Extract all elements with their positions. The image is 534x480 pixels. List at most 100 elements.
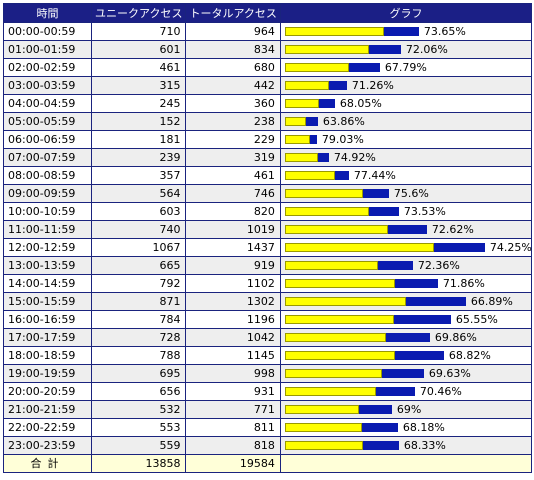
graph-cell: 70.46%: [279, 382, 533, 401]
header-total-access: トータルアクセス: [185, 3, 281, 23]
summary-unique: 13858: [90, 454, 187, 473]
unique-access-count: 871: [90, 292, 187, 311]
time-range: 21:00-21:59: [3, 400, 92, 419]
header-time: 時間: [3, 3, 92, 23]
percentage-label: 69.63%: [428, 367, 471, 380]
unique-access-bar: [284, 297, 406, 306]
unique-access-bar: [284, 423, 362, 432]
table-row: 13:00-13:59 665 919 72.36%: [3, 256, 533, 275]
percentage-label: 74.92%: [333, 151, 376, 164]
total-access-count: 746: [185, 184, 281, 203]
time-range: 06:00-06:59: [3, 130, 92, 149]
bar-container: 63.86%: [284, 113, 527, 130]
total-access-count: 680: [185, 58, 281, 77]
percentage-label: 71.86%: [442, 277, 485, 290]
unique-access-count: 559: [90, 436, 187, 455]
total-access-count: 1019: [185, 220, 281, 239]
bar-container: 71.26%: [284, 77, 527, 94]
graph-cell: 73.65%: [279, 22, 533, 41]
unique-access-count: 710: [90, 22, 187, 41]
percentage-label: 72.06%: [405, 43, 448, 56]
time-range: 10:00-10:59: [3, 202, 92, 221]
bar-container: 66.89%: [284, 293, 527, 310]
total-access-count: 818: [185, 436, 281, 455]
table-row: 02:00-02:59 461 680 67.79%: [3, 58, 533, 77]
percentage-label: 77.44%: [353, 169, 396, 182]
unique-access-count: 564: [90, 184, 187, 203]
percentage-label: 67.79%: [384, 61, 427, 74]
bar-container: 68.18%: [284, 419, 527, 436]
unique-access-bar: [284, 261, 378, 270]
bar-container: 72.62%: [284, 221, 527, 238]
total-access-count: 964: [185, 22, 281, 41]
percentage-label: 68.33%: [403, 439, 446, 452]
time-range: 14:00-14:59: [3, 274, 92, 293]
summary-row: 合計 13858 19584: [3, 454, 533, 473]
percentage-label: 73.65%: [423, 25, 466, 38]
bar-container: 67.79%: [284, 59, 527, 76]
graph-cell: 79.03%: [279, 130, 533, 149]
unique-access-bar: [284, 153, 318, 162]
graph-cell: 71.26%: [279, 76, 533, 95]
total-access-count: 919: [185, 256, 281, 275]
unique-access-count: 357: [90, 166, 187, 185]
total-access-count: 442: [185, 76, 281, 95]
bar-container: 73.65%: [284, 23, 527, 40]
percentage-label: 75.6%: [393, 187, 429, 200]
bar-container: 71.86%: [284, 275, 527, 292]
unique-access-count: 728: [90, 328, 187, 347]
percentage-label: 68.18%: [402, 421, 445, 434]
table-row: 22:00-22:59 553 811 68.18%: [3, 418, 533, 437]
unique-access-bar: [284, 63, 349, 72]
unique-access-bar: [284, 243, 434, 252]
unique-access-bar: [284, 27, 384, 36]
unique-access-bar: [284, 351, 395, 360]
time-range: 01:00-01:59: [3, 40, 92, 59]
header-row: 時間 ユニークアクセス トータルアクセス グラフ: [3, 3, 533, 23]
total-access-count: 931: [185, 382, 281, 401]
table-row: 16:00-16:59 784 1196 65.55%: [3, 310, 533, 329]
table-row: 00:00-00:59 710 964 73.65%: [3, 22, 533, 41]
graph-cell: 69%: [279, 400, 533, 419]
percentage-label: 69.86%: [434, 331, 477, 344]
bar-container: 72.06%: [284, 41, 527, 58]
bar-container: 77.44%: [284, 167, 527, 184]
total-access-count: 1437: [185, 238, 281, 257]
graph-cell: 68.82%: [279, 346, 533, 365]
time-range: 05:00-05:59: [3, 112, 92, 131]
unique-access-bar: [284, 189, 363, 198]
time-range: 18:00-18:59: [3, 346, 92, 365]
graph-cell: 68.05%: [279, 94, 533, 113]
table-row: 12:00-12:59 1067 1437 74.25%: [3, 238, 533, 257]
time-range: 11:00-11:59: [3, 220, 92, 239]
percentage-label: 70.46%: [419, 385, 462, 398]
unique-access-count: 695: [90, 364, 187, 383]
unique-access-bar: [284, 207, 369, 216]
time-range: 17:00-17:59: [3, 328, 92, 347]
unique-access-bar: [284, 441, 363, 450]
graph-cell: 77.44%: [279, 166, 533, 185]
unique-access-bar: [284, 45, 369, 54]
time-range: 02:00-02:59: [3, 58, 92, 77]
table-row: 08:00-08:59 357 461 77.44%: [3, 166, 533, 185]
graph-cell: 66.89%: [279, 292, 533, 311]
summary-label: 合計: [3, 454, 92, 473]
graph-cell: 74.25%: [279, 238, 533, 257]
unique-access-count: 152: [90, 112, 187, 131]
bar-container: 69.86%: [284, 329, 527, 346]
time-range: 20:00-20:59: [3, 382, 92, 401]
time-range: 09:00-09:59: [3, 184, 92, 203]
unique-access-count: 788: [90, 346, 187, 365]
graph-cell: 69.63%: [279, 364, 533, 383]
time-range: 04:00-04:59: [3, 94, 92, 113]
header-unique-access: ユニークアクセス: [90, 3, 187, 23]
table-row: 23:00-23:59 559 818 68.33%: [3, 436, 533, 455]
unique-access-count: 315: [90, 76, 187, 95]
time-range: 07:00-07:59: [3, 148, 92, 167]
time-range: 08:00-08:59: [3, 166, 92, 185]
bar-container: 79.03%: [284, 131, 527, 148]
total-access-count: 820: [185, 202, 281, 221]
unique-access-bar: [284, 333, 386, 342]
table-row: 14:00-14:59 792 1102 71.86%: [3, 274, 533, 293]
unique-access-count: 461: [90, 58, 187, 77]
